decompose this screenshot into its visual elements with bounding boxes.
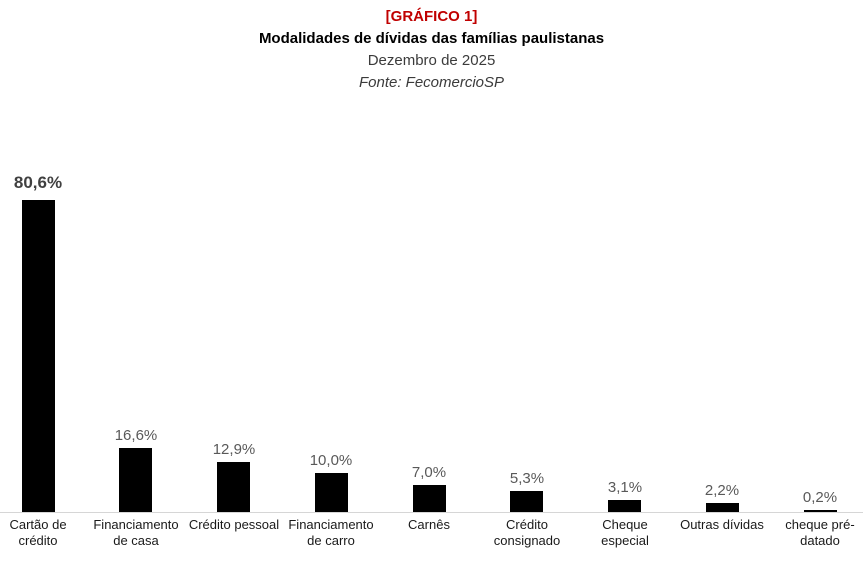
bar <box>22 200 55 512</box>
bar-value-label: 3,1% <box>607 479 643 496</box>
category-label: Financiamento de carro <box>288 517 374 548</box>
chart-title: Modalidades de dívidas das famílias paul… <box>258 30 605 47</box>
category-label: Cartão de crédito <box>9 517 67 548</box>
bar <box>510 491 543 512</box>
chart-tag: [GRÁFICO 1] <box>385 8 478 25</box>
x-axis-line <box>0 512 863 513</box>
bar <box>804 510 837 512</box>
bar-value-label: 0,2% <box>802 489 838 506</box>
chart-header: [GRÁFICO 1] Modalidades de dívidas das f… <box>0 6 863 94</box>
bar-value-label: 12,9% <box>212 441 256 458</box>
bar-value-label: 10,0% <box>309 452 353 469</box>
bar-value-label: 2,2% <box>704 482 740 499</box>
bar-value-label: 5,3% <box>509 470 545 487</box>
bar-value-label: 7,0% <box>411 464 447 481</box>
bar <box>217 462 250 512</box>
bar <box>119 448 152 512</box>
category-label: Crédito consignado <box>493 517 561 548</box>
bar <box>706 503 739 512</box>
category-label: Cheque especial <box>601 517 649 548</box>
category-label: Outras dívidas <box>680 517 764 532</box>
category-label: Carnês <box>408 517 450 532</box>
category-label: Financiamento de casa <box>93 517 179 548</box>
bar <box>413 485 446 512</box>
category-label: cheque pré- datado <box>785 517 855 548</box>
chart-subtitle: Dezembro de 2025 <box>367 52 496 69</box>
bar-value-label: 16,6% <box>114 427 158 444</box>
category-label: Crédito pessoal <box>188 517 280 532</box>
bar <box>315 473 348 512</box>
bar <box>608 500 641 512</box>
bar-value-label: 80,6% <box>13 173 63 192</box>
chart-source: Fonte: FecomercioSP <box>358 74 505 91</box>
